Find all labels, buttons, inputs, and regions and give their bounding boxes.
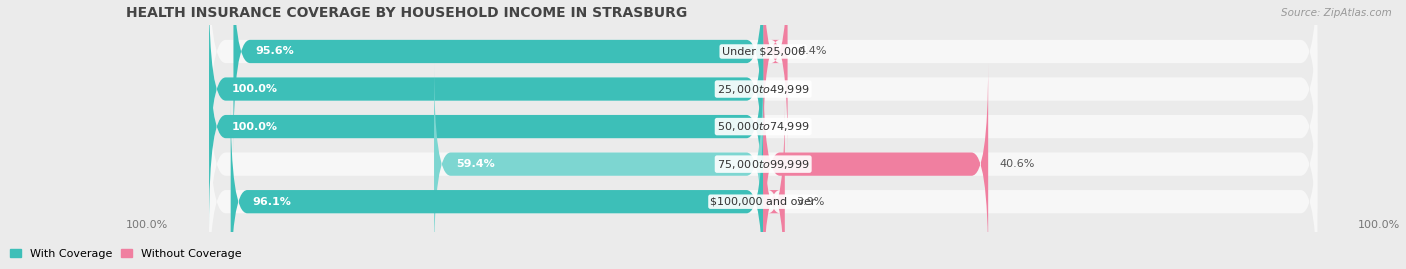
Text: 40.6%: 40.6% bbox=[1000, 159, 1035, 169]
Text: 4.4%: 4.4% bbox=[799, 47, 827, 56]
FancyBboxPatch shape bbox=[763, 63, 988, 265]
FancyBboxPatch shape bbox=[209, 0, 763, 190]
Text: 100.0%: 100.0% bbox=[127, 220, 169, 230]
Text: HEALTH INSURANCE COVERAGE BY HOUSEHOLD INCOME IN STRASBURG: HEALTH INSURANCE COVERAGE BY HOUSEHOLD I… bbox=[127, 6, 688, 20]
FancyBboxPatch shape bbox=[209, 101, 1317, 269]
Text: $100,000 and over: $100,000 and over bbox=[710, 197, 815, 207]
Legend: With Coverage, Without Coverage: With Coverage, Without Coverage bbox=[6, 244, 246, 263]
FancyBboxPatch shape bbox=[763, 101, 785, 269]
FancyBboxPatch shape bbox=[209, 63, 1317, 265]
Text: 3.9%: 3.9% bbox=[796, 197, 824, 207]
FancyBboxPatch shape bbox=[231, 101, 763, 269]
Text: $25,000 to $49,999: $25,000 to $49,999 bbox=[717, 83, 810, 95]
FancyBboxPatch shape bbox=[209, 0, 1317, 190]
Text: 95.6%: 95.6% bbox=[256, 47, 294, 56]
FancyBboxPatch shape bbox=[209, 26, 1317, 228]
FancyBboxPatch shape bbox=[434, 63, 763, 265]
FancyBboxPatch shape bbox=[209, 0, 1317, 153]
Text: 59.4%: 59.4% bbox=[456, 159, 495, 169]
Text: 100.0%: 100.0% bbox=[231, 122, 277, 132]
Text: $75,000 to $99,999: $75,000 to $99,999 bbox=[717, 158, 810, 171]
FancyBboxPatch shape bbox=[233, 0, 763, 153]
Text: Source: ZipAtlas.com: Source: ZipAtlas.com bbox=[1281, 8, 1392, 18]
Text: 100.0%: 100.0% bbox=[1358, 220, 1400, 230]
Text: $50,000 to $74,999: $50,000 to $74,999 bbox=[717, 120, 810, 133]
FancyBboxPatch shape bbox=[209, 26, 763, 228]
Text: Under $25,000: Under $25,000 bbox=[721, 47, 804, 56]
FancyBboxPatch shape bbox=[763, 0, 787, 153]
Text: 96.1%: 96.1% bbox=[253, 197, 291, 207]
Text: 100.0%: 100.0% bbox=[231, 84, 277, 94]
